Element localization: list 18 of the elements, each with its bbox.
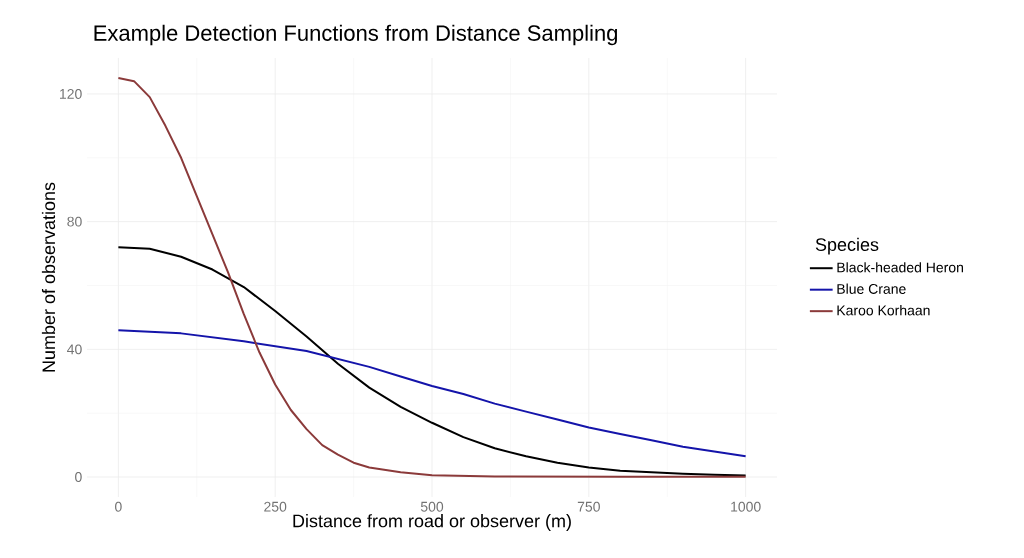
x-axis-title: Distance from road or observer (m) bbox=[293, 514, 571, 531]
x-tick-label: 1000 bbox=[731, 501, 761, 512]
legend-label: Blue Crane bbox=[837, 283, 906, 294]
y-tick-label: 120 bbox=[60, 88, 82, 99]
chart-title: Example Detection Functions from Distance Sampling bbox=[94, 24, 617, 46]
x-tick-label: 500 bbox=[420, 501, 444, 512]
x-tick-label: 750 bbox=[577, 501, 600, 512]
legend-label: Karoo Korhaan bbox=[837, 305, 930, 316]
legend-label: Black-headed Heron bbox=[837, 262, 963, 273]
legend-title: Species bbox=[815, 237, 879, 255]
y-tick-label: 0 bbox=[75, 472, 82, 483]
line-series bbox=[117, 246, 747, 477]
y-tick-label: 80 bbox=[67, 216, 82, 227]
y-tick-label: 40 bbox=[67, 344, 82, 355]
line-series bbox=[117, 76, 747, 478]
x-tick-label: 250 bbox=[264, 501, 287, 512]
y-axis-title: Number of observations bbox=[41, 182, 56, 372]
x-tick-label: 0 bbox=[115, 501, 122, 512]
